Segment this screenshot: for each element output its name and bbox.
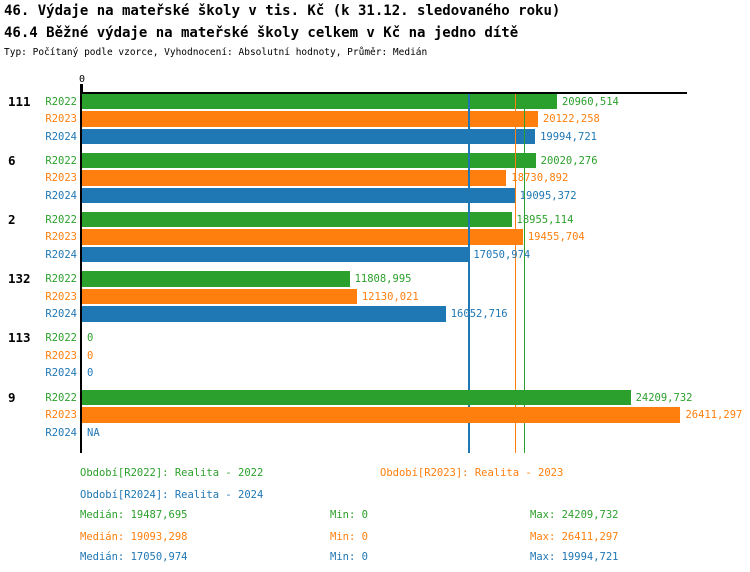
bar-value-label: 20960,514: [561, 95, 619, 108]
axis-zero-label: 0: [78, 74, 86, 85]
bar-value-label: 19095,372: [519, 189, 577, 202]
bar-value-label: NA: [87, 426, 100, 439]
bar-132-r2023: [82, 288, 357, 305]
legend-period-r2023: Období[R2023]: Realita - 2023: [380, 467, 564, 479]
legend-min-r2022: Min: 0: [330, 509, 368, 521]
group-label-113: 113: [8, 330, 31, 346]
bar-9-r2023: [82, 407, 681, 423]
row-series-label: R2023: [45, 290, 77, 303]
bar-value-label: 20122,258: [542, 113, 600, 125]
row-series-label: R2024: [45, 130, 77, 143]
bar-value-label: 24209,732: [635, 391, 693, 404]
bar-2-r2023: [82, 229, 523, 245]
bar-111-r2022: [82, 93, 557, 109]
row-series-label: R2024: [45, 426, 77, 439]
y-axis-line: [80, 84, 82, 453]
bar-value-label: 19455,704: [527, 231, 585, 244]
row-series-label: R2023: [45, 231, 77, 244]
bar-2-r2024: [82, 246, 469, 263]
row-series-label: R2023: [45, 409, 77, 421]
bar-9-r2022: [82, 389, 631, 405]
row-series-label: R2023: [45, 172, 77, 185]
bar-chart: 0 111 R2022 20960,514 R2023 20122,258 R2024 19…: [0, 70, 750, 470]
median-line-r2022: [523, 94, 526, 453]
bar-value-label: 17050,974: [473, 248, 531, 261]
bar-value-label: 18730,892: [511, 172, 569, 185]
group-label-132: 132: [8, 271, 31, 287]
group-label-6: 6: [8, 152, 16, 168]
row-series-label: R2023: [45, 349, 77, 362]
legend-max-r2023: Max: 26411,297: [530, 531, 619, 543]
axis-tick: [81, 84, 83, 92]
group-label-9: 9: [8, 389, 16, 405]
axis-top-line: [81, 91, 687, 94]
group-label-2: 2: [8, 211, 16, 227]
bar-value-label: 0: [87, 367, 94, 380]
bar-value-label: 16052,716: [450, 308, 508, 321]
legend-period-r2024: Období[R2024]: Realita - 2024: [80, 489, 264, 501]
legend-max-r2024: Max: 19994,721: [530, 551, 619, 563]
legend-median-r2023: Medián: 19093,298: [80, 531, 188, 543]
bar-value-label: 26411,297: [685, 409, 743, 421]
row-series-label: R2024: [45, 189, 77, 202]
bar-6-r2022: [82, 152, 536, 169]
bar-111-r2024: [82, 128, 536, 144]
bar-2-r2022: [82, 211, 512, 228]
bar-6-r2023: [82, 170, 507, 186]
report-subtitle: 46.4 Běžné výdaje na mateřské školy celk…: [4, 25, 519, 41]
legend-min-r2023: Min: 0: [330, 531, 368, 543]
row-series-label: R2022: [45, 95, 77, 108]
bar-6-r2024: [82, 187, 515, 204]
bar-132-r2022: [82, 271, 350, 287]
row-series-label: R2023: [45, 113, 77, 125]
bar-value-label: 11808,995: [354, 273, 412, 286]
bar-value-label: 19994,721: [540, 130, 597, 143]
row-series-label: R2022: [45, 391, 77, 404]
row-series-label: R2022: [45, 332, 77, 345]
bar-value-label: 18955,114: [516, 213, 574, 226]
bar-111-r2023: [82, 111, 538, 127]
row-series-label: R2022: [45, 154, 77, 167]
bar-value-label: 0: [87, 332, 94, 345]
row-series-label: R2022: [45, 213, 77, 226]
row-series-label: R2024: [45, 248, 77, 261]
median-line-r2023: [514, 94, 517, 453]
report-meta: Typ: Počítaný podle vzorce, Vyhodnocení:…: [4, 47, 428, 58]
bar-value-label: 0: [87, 349, 94, 362]
legend-median-r2022: Medián: 19487,695: [80, 509, 188, 521]
median-line-r2024: [468, 94, 470, 453]
bar-132-r2024: [82, 306, 446, 322]
bar-value-label: 20020,276: [540, 154, 598, 167]
report-title: 46. Výdaje na mateřské školy v tis. Kč (…: [4, 3, 561, 19]
row-series-label: R2024: [45, 367, 77, 380]
group-label-111: 111: [8, 93, 31, 109]
bar-value-label: 12130,021: [361, 290, 419, 303]
legend-max-r2022: Max: 24209,732: [530, 509, 619, 521]
row-series-label: R2024: [45, 308, 77, 321]
row-series-label: R2022: [45, 273, 77, 286]
legend-period-r2022: Období[R2022]: Realita - 2022: [80, 467, 264, 479]
legend-min-r2024: Min: 0: [330, 551, 368, 563]
legend-median-r2024: Medián: 17050,974: [80, 551, 188, 563]
